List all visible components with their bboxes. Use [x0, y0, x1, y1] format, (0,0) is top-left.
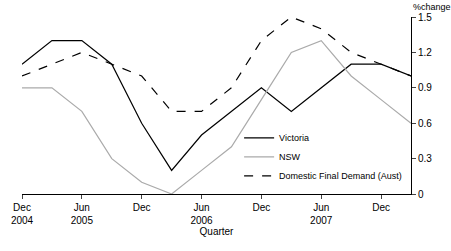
- svg-text:Dec: Dec: [252, 202, 270, 213]
- svg-text:Quarter: Quarter: [200, 226, 235, 237]
- svg-text:0.9: 0.9: [418, 82, 432, 93]
- svg-text:0: 0: [418, 189, 424, 200]
- svg-text:Dec: Dec: [133, 202, 151, 213]
- svg-text:Victoria: Victoria: [279, 133, 309, 143]
- svg-text:0.6: 0.6: [418, 118, 432, 129]
- svg-text:NSW: NSW: [279, 152, 301, 162]
- svg-text:1.5: 1.5: [418, 12, 432, 23]
- svg-text:Dec2004: Dec2004: [11, 202, 34, 226]
- svg-text:1.2: 1.2: [418, 47, 432, 58]
- svg-text:Jun2006: Jun2006: [190, 202, 213, 226]
- svg-text:%change: %change: [413, 2, 451, 12]
- svg-text:Jun2007: Jun2007: [310, 202, 333, 226]
- svg-text:Jun2005: Jun2005: [71, 202, 94, 226]
- svg-text:Domestic Final Demand (Aust): Domestic Final Demand (Aust): [279, 171, 402, 181]
- svg-text:0.3: 0.3: [418, 153, 432, 164]
- svg-text:Dec: Dec: [372, 202, 390, 213]
